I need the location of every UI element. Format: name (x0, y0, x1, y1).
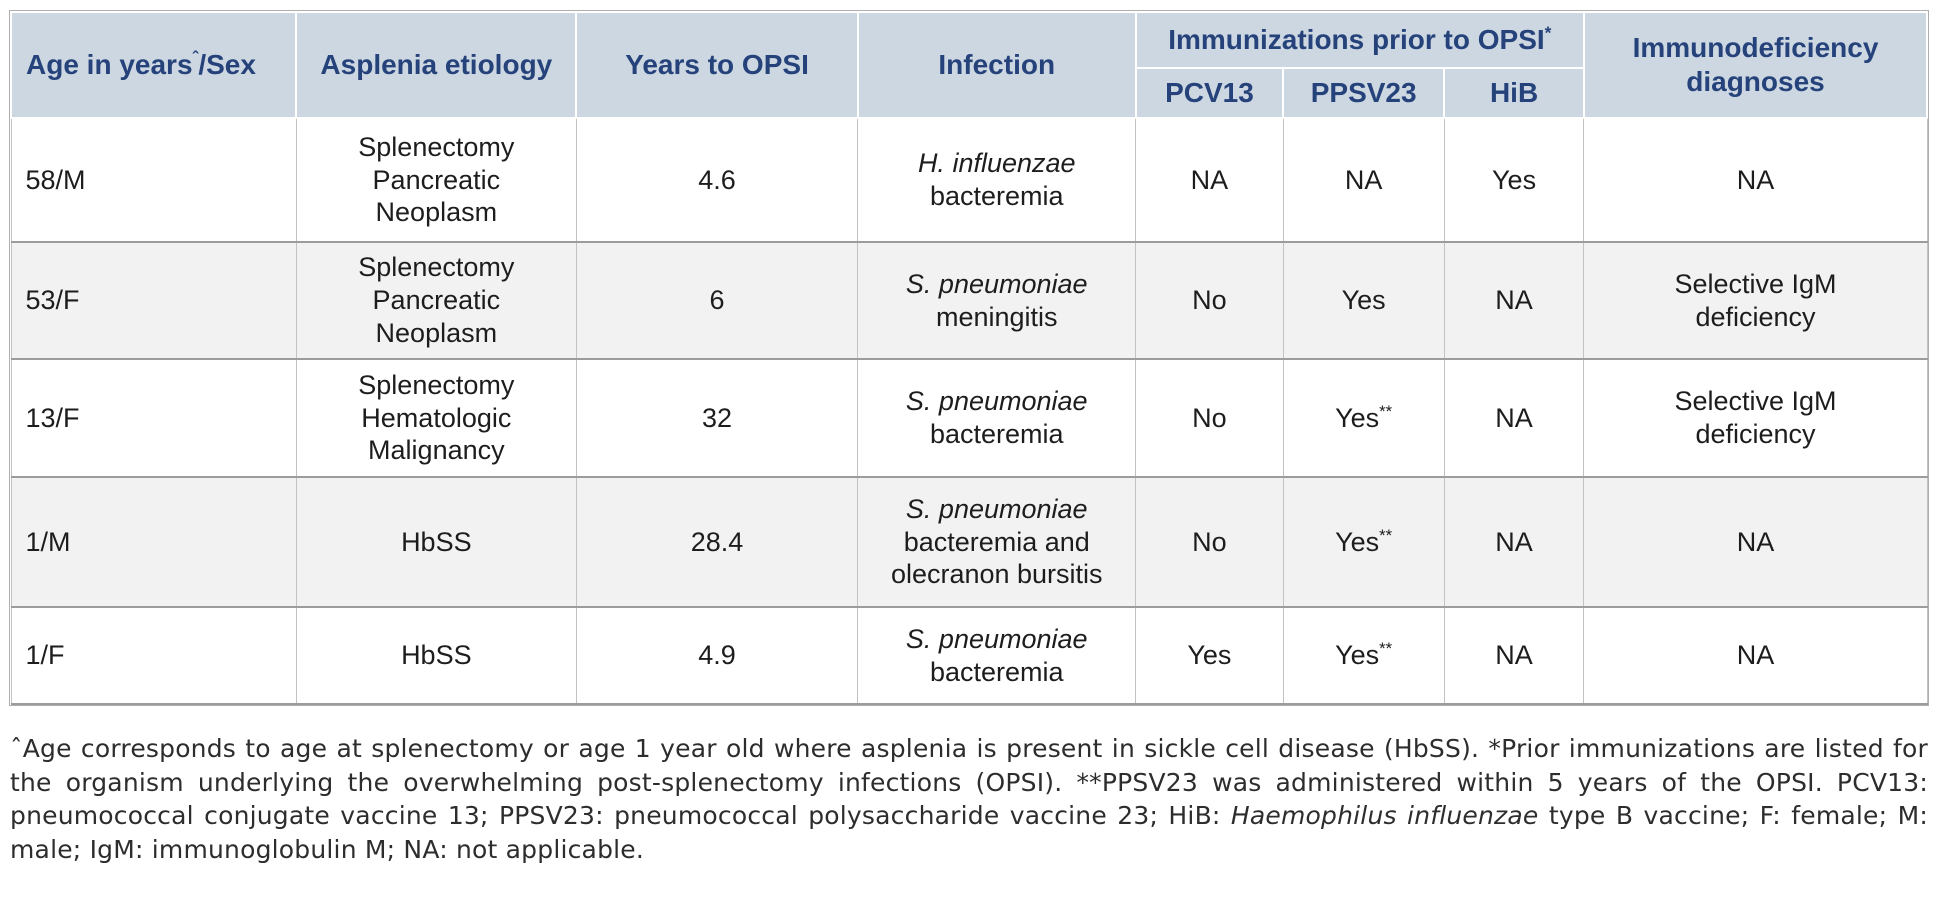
opsi-table-wrapper: Age in yearsˆ/Sex Asplenia etiology Year… (9, 10, 1929, 706)
cell-hib: NA (1443, 476, 1585, 608)
table-figure-page: Age in yearsˆ/Sex Asplenia etiology Year… (9, 10, 1929, 864)
cell-pcv13: No (1135, 358, 1284, 478)
col-header-asplenia-etiology: Asplenia etiology (295, 11, 578, 119)
cell-hib: NA (1443, 241, 1585, 360)
cell-immunodeficiency: Selective IgM deficiency (1583, 241, 1928, 360)
col-header-age-sex: Age in yearsˆ/Sex (9, 11, 298, 119)
col-header-immunizations-group: Immunizations prior to OPSI* (1134, 11, 1585, 69)
cell-asplenia-etiology: Splenectomy Hematologic Malignancy (295, 358, 577, 478)
cell-age-sex: 1/M (10, 476, 297, 608)
opsi-case-table: Age in yearsˆ/Sex Asplenia etiology Year… (9, 11, 1929, 705)
cell-ppsv23: Yes (1282, 241, 1445, 360)
cell-ppsv23: Yes** (1282, 606, 1445, 705)
cell-ppsv23: NA (1282, 117, 1445, 243)
cell-hib: NA (1443, 358, 1585, 478)
cell-infection: S. pneumoniae bacteremia (857, 606, 1137, 705)
cell-asplenia-etiology: HbSS (295, 606, 577, 705)
col-header-pcv13: PCV13 (1134, 67, 1285, 119)
cell-pcv13: No (1135, 476, 1284, 608)
table-row: 1/F HbSS 4.9 S. pneumoniae bacteremia Yes Yes*… (10, 606, 1928, 705)
cell-immunodeficiency: Selective IgM deficiency (1583, 358, 1928, 478)
table-row: 13/F Splenectomy Hematologic Malignancy 32 S.… (10, 358, 1928, 478)
cell-pcv13: No (1135, 241, 1284, 360)
col-header-hib: HiB (1443, 67, 1585, 119)
cell-ppsv23: Yes** (1282, 358, 1445, 478)
cell-pcv13: NA (1135, 117, 1284, 243)
table-row: 53/F Splenectomy Pancreatic Neoplasm 6 S. pne… (10, 241, 1928, 360)
table-header: Age in yearsˆ/Sex Asplenia etiology Year… (9, 11, 1929, 119)
cell-years-to-opsi: 6 (575, 241, 859, 360)
col-header-immunodeficiency: Immunodeficiency diagnoses (1582, 11, 1929, 119)
cell-years-to-opsi: 32 (575, 358, 859, 478)
cell-years-to-opsi: 28.4 (575, 476, 859, 608)
table-body: 58/M Splenectomy Pancreatic Neoplasm 4.6 H. i… (10, 117, 1928, 705)
cell-infection: H. influenzae bacteremia (857, 117, 1137, 243)
cell-asplenia-etiology: Splenectomy Pancreatic Neoplasm (295, 241, 577, 360)
col-header-years-to-opsi: Years to OPSI (575, 11, 859, 119)
header-row-sub: PCV13 PPSV23 HiB (11, 67, 1927, 119)
table-row: 58/M Splenectomy Pancreatic Neoplasm 4.6 H. i… (10, 117, 1928, 243)
cell-pcv13: Yes (1135, 606, 1284, 705)
cell-immunodeficiency: NA (1583, 476, 1928, 608)
cell-infection: S. pneumoniae bacteremia and olecranon bur… (857, 476, 1137, 608)
cell-immunodeficiency: NA (1583, 117, 1928, 243)
table-footnote: ˆAge corresponds to age at splenectomy o… (10, 734, 1928, 864)
header-row-main: Age in yearsˆ/Sex Asplenia etiology Year… (9, 11, 1929, 119)
cell-years-to-opsi: 4.9 (575, 606, 859, 705)
cell-hib: Yes (1443, 117, 1585, 243)
cell-age-sex: 58/M (10, 117, 297, 243)
cell-age-sex: 1/F (10, 606, 297, 705)
col-header-ppsv23: PPSV23 (1282, 67, 1446, 119)
cell-infection: S. pneumoniae bacteremia (857, 358, 1137, 478)
col-header-infection: Infection (856, 11, 1137, 119)
cell-asplenia-etiology: Splenectomy Pancreatic Neoplasm (295, 117, 577, 243)
cell-ppsv23: Yes** (1282, 476, 1445, 608)
cell-immunodeficiency: NA (1583, 606, 1928, 705)
cell-asplenia-etiology: HbSS (295, 476, 577, 608)
cell-infection: S. pneumoniae meningitis (857, 241, 1137, 360)
cell-hib: NA (1443, 606, 1585, 705)
cell-age-sex: 13/F (10, 358, 297, 478)
table-row: 1/M HbSS 28.4 S. pneumoniae bacteremia and ol… (10, 476, 1928, 608)
cell-years-to-opsi: 4.6 (575, 117, 859, 243)
cell-age-sex: 53/F (10, 241, 297, 360)
